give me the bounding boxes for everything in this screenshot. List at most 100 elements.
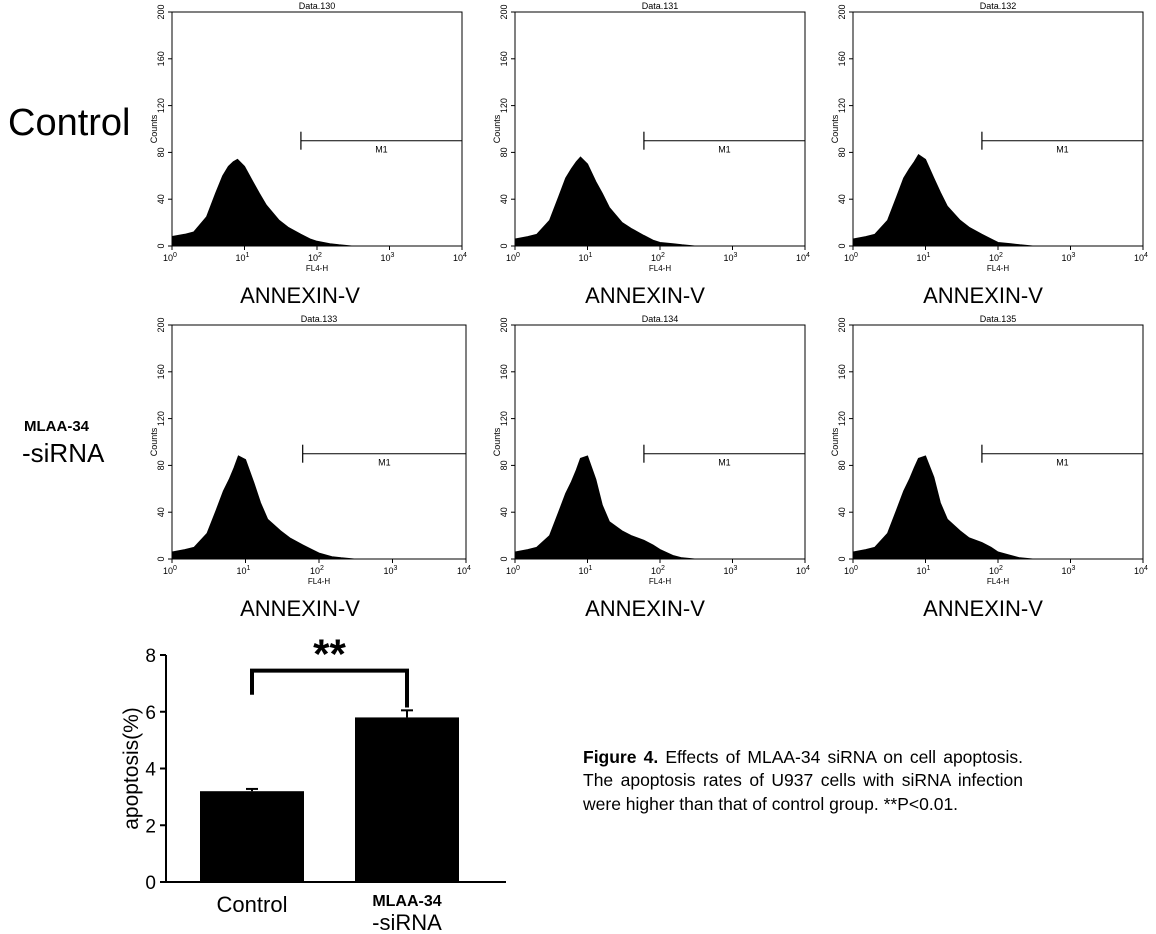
y-axis-label: Counts — [492, 427, 502, 456]
y-tick-label: 40 — [156, 507, 166, 517]
y-axis-label: Counts — [149, 114, 159, 143]
panel-title: Data.134 — [642, 314, 679, 324]
bar-y-tick-label: 6 — [145, 703, 156, 724]
histogram-panel-3: Data.132 0 40 80 120 160 200 Counts 100 101 102 103… — [830, 1, 1148, 273]
y-tick-label: 160 — [499, 364, 509, 379]
panel-xlabel-2: ANNEXIN-V — [585, 283, 705, 308]
x-tick-label: 104 — [453, 252, 467, 263]
x-tick-label: 102 — [308, 252, 322, 263]
significance-label: ** — [313, 631, 346, 678]
y-tick-label: 80 — [156, 147, 166, 157]
y-axis-label: Counts — [492, 114, 502, 143]
x-tick-label: 100 — [506, 565, 520, 576]
x-tick-label: 102 — [989, 565, 1003, 576]
panel-xlabel-1: ANNEXIN-V — [240, 283, 360, 308]
y-tick-label: 40 — [837, 507, 847, 517]
histogram-area — [514, 455, 695, 560]
y-tick-label: 0 — [156, 556, 166, 561]
y-tick-label: 40 — [837, 194, 847, 204]
y-tick-label: 80 — [156, 460, 166, 470]
row-label-siRNA-line2: -siRNA — [22, 438, 105, 468]
x-tick-label: 102 — [310, 565, 324, 576]
panel-title: Data.132 — [980, 1, 1017, 11]
x-tick-label: 104 — [1134, 565, 1148, 576]
bar-2 — [355, 717, 459, 882]
y-tick-label: 0 — [837, 243, 847, 248]
y-tick-label: 200 — [837, 317, 847, 332]
y-tick-label: 160 — [499, 51, 509, 66]
row-label-control: Control — [8, 102, 131, 144]
significance-bracket — [250, 668, 409, 708]
x-tick-label: 101 — [917, 565, 931, 576]
x-tick-label: 102 — [651, 252, 665, 263]
y-tick-label: 40 — [499, 194, 509, 204]
y-tick-label: 120 — [499, 98, 509, 113]
gate-label: M1 — [375, 145, 388, 155]
figure-caption: Figure 4. Effects of MLAA-34 siRNA on ce… — [583, 746, 1023, 816]
gate-label: M1 — [718, 458, 731, 468]
y-axis-label: Counts — [830, 427, 840, 456]
y-tick-label: 200 — [156, 317, 166, 332]
panel-title: Data.133 — [301, 314, 338, 324]
x-axis-label: FL4-H — [308, 577, 330, 586]
figure-caption-text: Effects of MLAA-34 siRNA on cell apoptos… — [583, 747, 1023, 814]
bar-y-tick-label: 4 — [145, 760, 156, 781]
bar-category-label: -siRNA — [372, 910, 442, 930]
y-tick-label: 80 — [499, 460, 509, 470]
histogram-panel-4: Data.133 0 40 80 120 160 200 Counts 100 101 102 103… — [149, 314, 471, 586]
y-tick-label: 0 — [499, 243, 509, 248]
x-tick-label: 104 — [796, 565, 810, 576]
y-tick-label: 40 — [499, 507, 509, 517]
x-tick-label: 102 — [651, 565, 665, 576]
x-tick-label: 101 — [579, 565, 593, 576]
x-tick-label: 104 — [457, 565, 471, 576]
x-axis-label: FL4-H — [649, 577, 671, 586]
y-tick-label: 0 — [156, 243, 166, 248]
x-tick-label: 102 — [989, 252, 1003, 263]
x-tick-label: 103 — [381, 252, 395, 263]
bar-y-tick-label: 2 — [145, 816, 156, 837]
panel-xlabel-3: ANNEXIN-V — [923, 283, 1043, 308]
bar-y-tick-label: 8 — [145, 646, 156, 667]
y-tick-label: 80 — [837, 147, 847, 157]
histogram-area — [852, 455, 1033, 560]
y-tick-label: 160 — [156, 51, 166, 66]
histogram-area — [852, 153, 1033, 247]
x-axis-label: FL4-H — [649, 264, 671, 273]
y-axis-label: Counts — [830, 114, 840, 143]
x-tick-label: 100 — [163, 565, 177, 576]
histogram-area — [514, 156, 695, 247]
x-tick-label: 100 — [844, 252, 858, 263]
x-tick-label: 101 — [236, 252, 250, 263]
y-tick-label: 120 — [499, 411, 509, 426]
row-label-siRNA-line1: MLAA-34 — [24, 418, 90, 435]
histogram-panel-2: Data.131 0 40 80 120 160 200 Counts 100 101 102 103… — [492, 1, 810, 273]
x-tick-label: 103 — [384, 565, 398, 576]
x-tick-label: 103 — [724, 252, 738, 263]
gate-label: M1 — [1056, 458, 1069, 468]
x-axis-label: FL4-H — [987, 264, 1009, 273]
panel-title: Data.130 — [299, 1, 336, 11]
x-tick-label: 101 — [917, 252, 931, 263]
y-axis-label: Counts — [149, 427, 159, 456]
x-tick-label: 100 — [506, 252, 520, 263]
bar-category-label: MLAA-34 — [372, 893, 441, 910]
bar-y-tick-label: 0 — [145, 873, 156, 894]
y-tick-label: 200 — [837, 4, 847, 19]
bar-category-label: Control — [217, 892, 288, 917]
panel-xlabel-5: ANNEXIN-V — [585, 596, 705, 621]
apoptosis-bar-chart: 0 2 4 6 8 apoptosis(%) Control MLAA-34-siRNA ** — [120, 631, 506, 930]
histogram-area — [171, 455, 355, 560]
gate-label: M1 — [718, 145, 731, 155]
y-tick-label: 0 — [499, 556, 509, 561]
panel-title: Data.135 — [980, 314, 1017, 324]
x-tick-label: 103 — [1062, 565, 1076, 576]
bar-y-axis-label: apoptosis(%) — [120, 707, 143, 830]
gate-label: M1 — [378, 458, 391, 468]
y-tick-label: 40 — [156, 194, 166, 204]
histogram-panel-1: Data.130 0 40 80 120 160 200 Counts 100 101 102 103… — [149, 1, 467, 273]
histogram-panels: Data.130 0 40 80 120 160 200 Counts 100 101 102 103… — [149, 1, 1148, 586]
y-tick-label: 80 — [837, 460, 847, 470]
y-tick-label: 0 — [837, 556, 847, 561]
y-tick-label: 160 — [837, 364, 847, 379]
